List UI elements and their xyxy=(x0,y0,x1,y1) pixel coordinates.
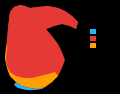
Polygon shape xyxy=(14,82,45,90)
Polygon shape xyxy=(5,42,58,89)
Polygon shape xyxy=(5,5,78,89)
Bar xyxy=(90,36,96,41)
Bar xyxy=(90,29,96,34)
Polygon shape xyxy=(7,5,78,58)
Bar xyxy=(90,43,96,48)
